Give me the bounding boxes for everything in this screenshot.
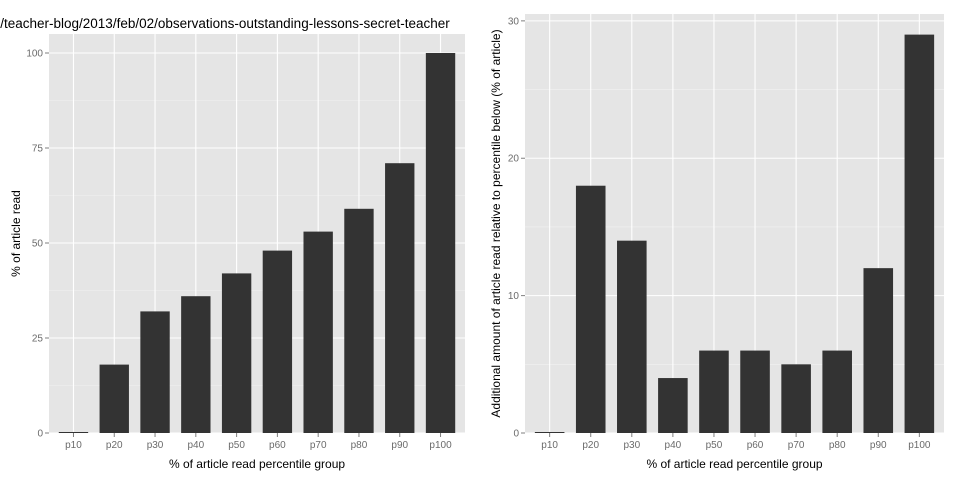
y-tick-label: 75 <box>32 144 44 155</box>
bar-p30 <box>140 311 170 433</box>
x-tick-label: p60 <box>747 440 764 451</box>
bar-p80 <box>344 208 374 433</box>
x-tick-label: p50 <box>706 440 723 451</box>
bar-p90 <box>863 268 894 433</box>
x-tick-label: p70 <box>310 440 327 451</box>
bar-p30 <box>617 240 647 433</box>
x-tick-label: p20 <box>106 440 123 451</box>
x-tick-label: p100 <box>908 440 931 451</box>
bar-p40 <box>658 378 688 433</box>
chart-right: 0 10 20 30 p10 p20 p30 p40 p50 p60 p70 p80 p90 p100 % … <box>489 14 944 471</box>
x-tick-label: p40 <box>187 440 204 451</box>
x-tick-label: p20 <box>582 440 599 451</box>
bar-p80 <box>822 350 852 433</box>
bar-p20 <box>575 185 606 433</box>
y-tick-label: 10 <box>508 291 520 302</box>
x-tick-label: p30 <box>147 440 164 451</box>
x-tick-label: p80 <box>351 440 368 451</box>
x-tick-label: p50 <box>228 440 245 451</box>
bar-p40 <box>181 296 211 433</box>
bar-p100 <box>425 53 456 433</box>
x-tick-label: p90 <box>391 440 408 451</box>
bar-p70 <box>303 231 333 433</box>
bar-p60 <box>262 250 293 433</box>
x-tick-label: p60 <box>269 440 286 451</box>
bar-p50 <box>699 350 729 433</box>
chart-left: 0 25 50 75 100 p10 p20 p30 p40 p50 p60 p70 p80 p90 p10… <box>0 16 465 471</box>
bar-p100 <box>904 34 935 433</box>
y-tick-label: 30 <box>508 16 520 27</box>
y-tick-label: 25 <box>32 334 44 345</box>
x-tick-label: p100 <box>429 440 452 451</box>
y-tick-label: 0 <box>513 429 519 440</box>
x-tick-label: p80 <box>829 440 846 451</box>
bar-p10 <box>58 432 89 433</box>
bar-p70 <box>781 364 811 433</box>
bar-p50 <box>221 273 252 433</box>
bar-p20 <box>99 364 129 433</box>
y-axis-title: Additional amount of article read relati… <box>489 29 503 417</box>
x-axis-title: % of article read percentile group <box>169 457 345 471</box>
x-axis-title: % of article read percentile group <box>646 457 822 471</box>
bar-p60 <box>740 350 770 433</box>
x-tick-label: p30 <box>623 440 640 451</box>
plot-title: /teacher-blog/2013/feb/02/observations-o… <box>0 16 450 31</box>
x-tick-label: p40 <box>665 440 682 451</box>
x-tick-label: p10 <box>65 440 82 451</box>
y-tick-label: 0 <box>37 429 43 440</box>
y-axis-title: % of article read <box>9 190 23 277</box>
bar-p90 <box>385 163 415 433</box>
y-tick-label: 20 <box>508 154 520 165</box>
x-tick-label: p70 <box>788 440 805 451</box>
y-tick-label: 100 <box>26 49 43 60</box>
x-tick-label: p90 <box>870 440 887 451</box>
x-tick-label: p10 <box>541 440 558 451</box>
bar-p10 <box>534 432 565 433</box>
y-tick-label: 50 <box>32 239 44 250</box>
